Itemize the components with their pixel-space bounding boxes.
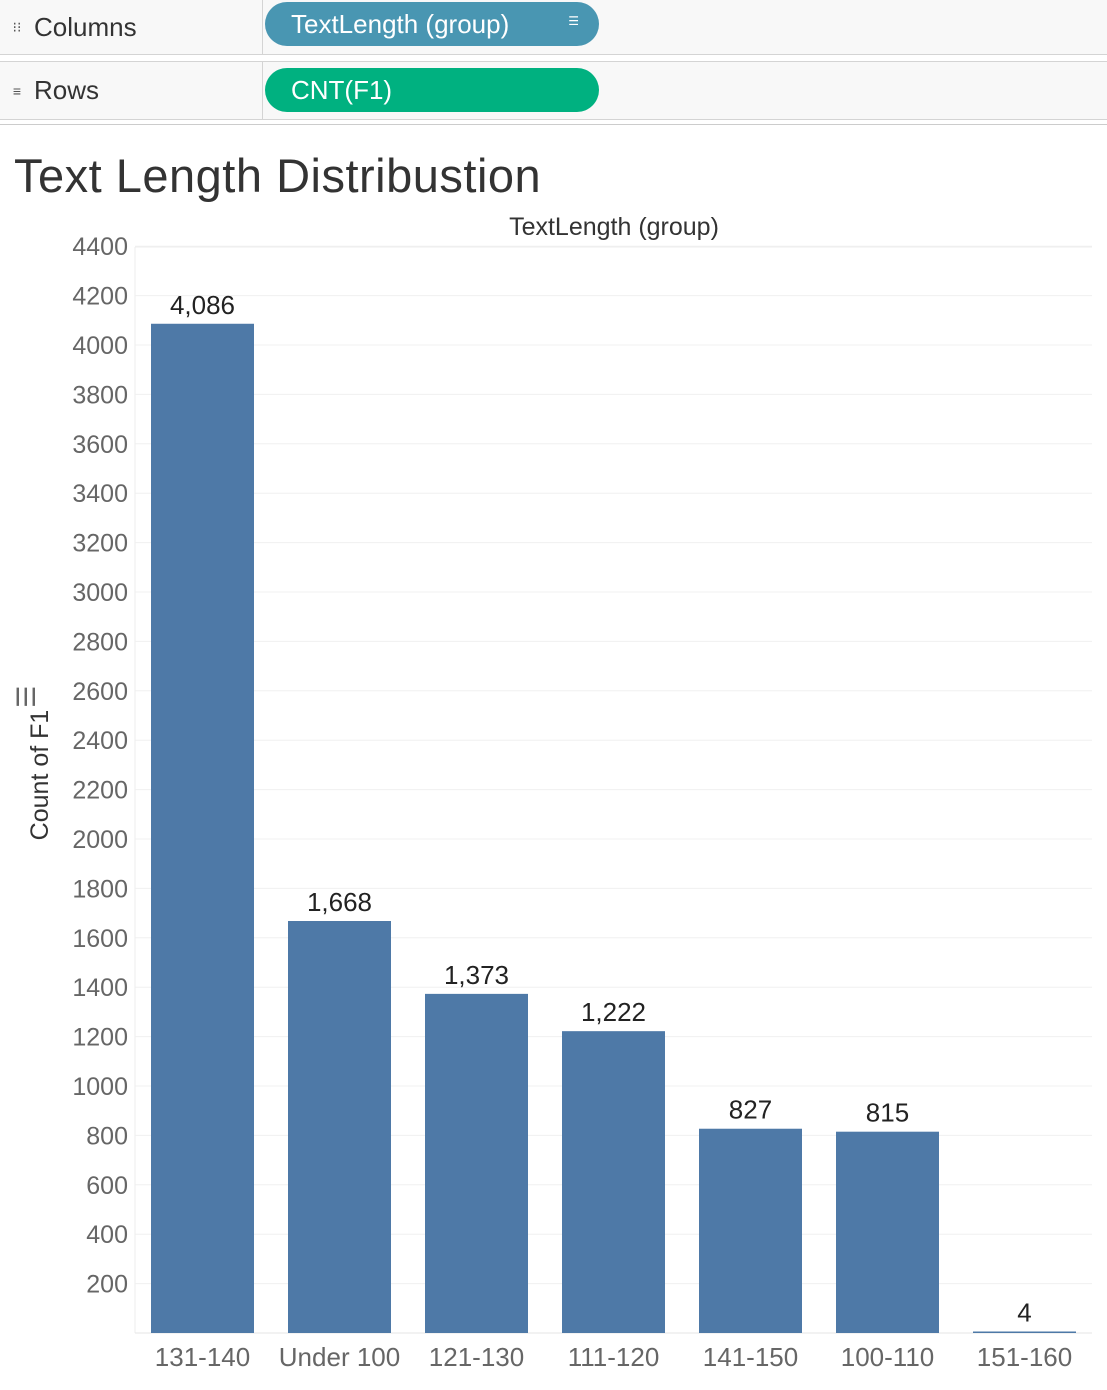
shelf-divider bbox=[0, 124, 1107, 125]
column-header[interactable]: TextLength (group) bbox=[509, 213, 719, 241]
columns-pill-textlength-group[interactable]: TextLength (group) ☰ bbox=[265, 2, 599, 46]
data-label: 1,668 bbox=[307, 887, 372, 917]
rows-label-text: Rows bbox=[34, 75, 100, 105]
x-category-label[interactable]: 121-130 bbox=[429, 1342, 524, 1372]
x-category-label[interactable]: 131-140 bbox=[155, 1342, 250, 1372]
bar-111-120[interactable] bbox=[562, 1031, 665, 1333]
bar-131-140[interactable] bbox=[151, 323, 254, 1333]
y-axis-ticks: 200 400 600 800 1000 1200 1400 1600 1800 2000 2200… bbox=[72, 233, 128, 1298]
columns-pill-text: TextLength (group) bbox=[291, 8, 510, 39]
data-label: 1,373 bbox=[444, 960, 509, 990]
y-tick-label: 1800 bbox=[72, 875, 128, 903]
y-tick-label: 3400 bbox=[72, 480, 128, 508]
y-tick-label: 2400 bbox=[72, 727, 128, 755]
x-axis-categories: 131-140 Under 100 121-130 111-120 141-150 100… bbox=[155, 1342, 1072, 1372]
y-tick-label: 1400 bbox=[72, 974, 128, 1002]
rows-shelf: ≡ Rows CNT(F1) bbox=[0, 61, 1107, 120]
y-tick-label: 2600 bbox=[72, 678, 128, 706]
data-labels: 4,086 1,668 1,373 1,222 827 815 4 bbox=[170, 290, 1032, 1328]
sort-descending-icon[interactable]: ☰ bbox=[568, 14, 579, 28]
data-label: 827 bbox=[729, 1095, 772, 1125]
columns-shelf: ⁝⁝ Columns TextLength (group) ☰ bbox=[0, 0, 1107, 55]
y-tick-label: 2200 bbox=[72, 777, 128, 805]
bar-121-130[interactable] bbox=[425, 993, 528, 1333]
bar-151-160[interactable] bbox=[973, 1331, 1076, 1334]
rows-shelf-label: ≡ Rows bbox=[0, 62, 263, 119]
y-tick-label: 4000 bbox=[72, 332, 128, 360]
y-tick-label: 1000 bbox=[72, 1073, 128, 1101]
y-tick-label: 4400 bbox=[72, 233, 128, 261]
bar-141-150[interactable] bbox=[699, 1128, 802, 1333]
y-axis-title[interactable]: Count of F1 bbox=[26, 710, 54, 841]
y-tick-label: 600 bbox=[86, 1172, 128, 1200]
data-label: 815 bbox=[866, 1098, 909, 1128]
rows-icon: ≡ bbox=[12, 82, 22, 99]
y-tick-label: 2000 bbox=[72, 826, 128, 854]
x-category-label[interactable]: Under 100 bbox=[279, 1342, 400, 1372]
data-label: 4 bbox=[1017, 1298, 1031, 1328]
y-tick-label: 2800 bbox=[72, 628, 128, 656]
y-tick-label: 1200 bbox=[72, 1024, 128, 1052]
rows-pill-cnt-f1[interactable]: CNT(F1) bbox=[265, 68, 599, 112]
y-tick-label: 200 bbox=[86, 1271, 128, 1299]
bar-under-100[interactable] bbox=[288, 921, 391, 1333]
columns-icon: ⁝⁝ bbox=[12, 18, 22, 35]
x-category-label[interactable]: 141-150 bbox=[703, 1342, 798, 1372]
y-tick-label: 3000 bbox=[72, 579, 128, 607]
y-tick-label: 3200 bbox=[72, 530, 128, 558]
x-category-label[interactable]: 111-120 bbox=[568, 1342, 660, 1372]
x-category-label[interactable]: 151-160 bbox=[977, 1342, 1072, 1372]
y-tick-label: 3600 bbox=[72, 431, 128, 459]
y-tick-label: 3800 bbox=[72, 381, 128, 409]
y-tick-label: 400 bbox=[86, 1221, 128, 1249]
y-tick-label: 800 bbox=[86, 1122, 128, 1150]
sheet-title: Text Length Distribustion bbox=[14, 149, 542, 202]
y-tick-label: 1600 bbox=[72, 925, 128, 953]
data-label: 1,222 bbox=[581, 997, 646, 1027]
columns-label-text: Columns bbox=[34, 11, 137, 42]
y-axis-sort-icon[interactable]: ☰ bbox=[13, 686, 41, 708]
y-tick-label: 4200 bbox=[72, 283, 128, 311]
bar-100-110[interactable] bbox=[836, 1131, 939, 1333]
x-category-label[interactable]: 100-110 bbox=[841, 1342, 935, 1372]
data-label: 4,086 bbox=[170, 290, 235, 320]
bars bbox=[151, 323, 1076, 1334]
rows-pill-text: CNT(F1) bbox=[291, 74, 393, 105]
columns-shelf-label: ⁝⁝ Columns bbox=[0, 0, 263, 54]
